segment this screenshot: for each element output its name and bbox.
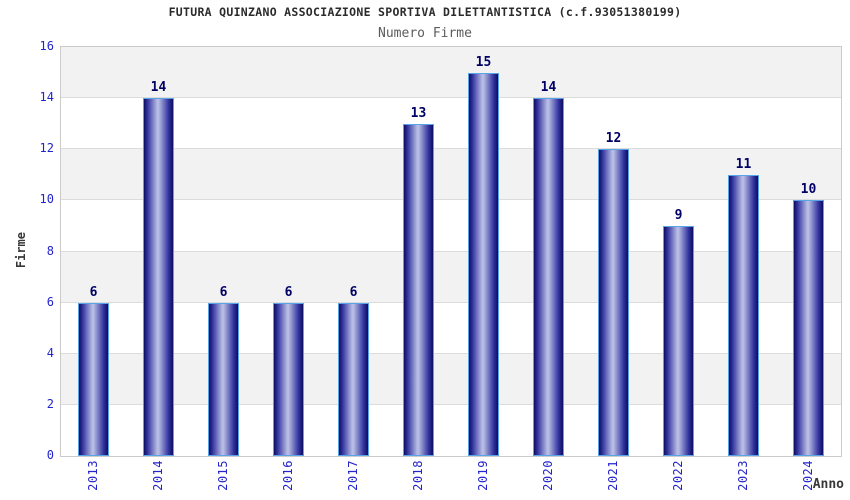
bar	[793, 200, 824, 456]
bar-value-label: 6	[89, 285, 98, 300]
y-tick-label: 2	[46, 397, 54, 411]
x-tick-text: 2023	[735, 460, 750, 491]
y-tick-label: 4	[46, 346, 54, 360]
plot-band	[61, 47, 841, 99]
x-axis-title: Anno	[812, 477, 844, 492]
x-tick-text: 2019	[475, 460, 490, 491]
plot-band	[61, 98, 841, 150]
y-tick-label: 8	[46, 244, 54, 258]
plot-band	[61, 404, 841, 456]
x-tick-text: 2022	[670, 460, 685, 491]
bar-value-label: 12	[605, 131, 622, 146]
x-tick-label: 2021	[580, 460, 645, 500]
bar	[403, 124, 434, 456]
x-tick-text: 2016	[280, 460, 295, 491]
x-tick-label: 2014	[125, 460, 190, 500]
y-tick-label: 12	[39, 141, 54, 155]
plot-band	[61, 149, 841, 201]
bar-value-label: 6	[284, 285, 293, 300]
bar-value-label: 13	[410, 106, 427, 121]
y-tick-label: 14	[39, 90, 54, 104]
x-tick-label: 2022	[645, 460, 710, 500]
bar-value-label: 9	[674, 208, 683, 223]
gridline	[61, 199, 841, 201]
plot-band	[61, 251, 841, 303]
bar	[78, 303, 109, 456]
x-tick-label: 2023	[710, 460, 775, 500]
bar	[338, 303, 369, 456]
bar-value-label: 11	[735, 157, 752, 172]
x-tick-label: 2019	[450, 460, 515, 500]
gridline	[61, 250, 841, 252]
bar-value-label: 15	[475, 55, 492, 70]
bar-value-label: 14	[150, 80, 167, 95]
x-tick-text: 2015	[215, 460, 230, 491]
bar	[273, 303, 304, 456]
gridline	[61, 301, 841, 303]
bar	[533, 98, 564, 456]
x-tick-text: 2014	[150, 460, 165, 491]
x-tick-label: 2020	[515, 460, 580, 500]
x-tick-label: 2013	[60, 460, 125, 500]
gridline	[61, 352, 841, 354]
bar-value-label: 10	[800, 182, 817, 197]
gridline	[61, 403, 841, 405]
x-tick-text: 2018	[410, 460, 425, 491]
x-tick-label: 2017	[320, 460, 385, 500]
x-tick-text: 2020	[540, 460, 555, 491]
bar	[143, 98, 174, 456]
gridline	[61, 97, 841, 99]
chart-title: FUTURA QUINZANO ASSOCIAZIONE SPORTIVA DI…	[168, 5, 682, 19]
bar	[598, 149, 629, 456]
x-tick-text: 2013	[85, 460, 100, 491]
plot-band	[61, 302, 841, 354]
bar	[663, 226, 694, 456]
y-tick-label: 10	[39, 192, 54, 206]
x-tick-label: 2016	[255, 460, 320, 500]
bar-value-label: 6	[349, 285, 358, 300]
chart-subtitle: Numero Firme	[378, 26, 472, 41]
y-tick-label: 0	[46, 448, 54, 462]
plot-band	[61, 353, 841, 405]
y-tick-label: 16	[39, 39, 54, 53]
bar-value-label: 14	[540, 80, 557, 95]
gridline	[61, 148, 841, 150]
bar	[728, 175, 759, 456]
plot-area: 6 14 6 6 6 13 15 14 12 9 11 10	[60, 46, 842, 457]
x-tick-text: 2021	[605, 460, 620, 491]
bar	[468, 73, 499, 456]
y-tick-label: 6	[46, 295, 54, 309]
x-tick-text: 2017	[345, 460, 360, 491]
x-tick-label: 2018	[385, 460, 450, 500]
bar	[208, 303, 239, 456]
x-tick-label: 2015	[190, 460, 255, 500]
bar-value-label: 6	[219, 285, 228, 300]
plot-band	[61, 200, 841, 252]
